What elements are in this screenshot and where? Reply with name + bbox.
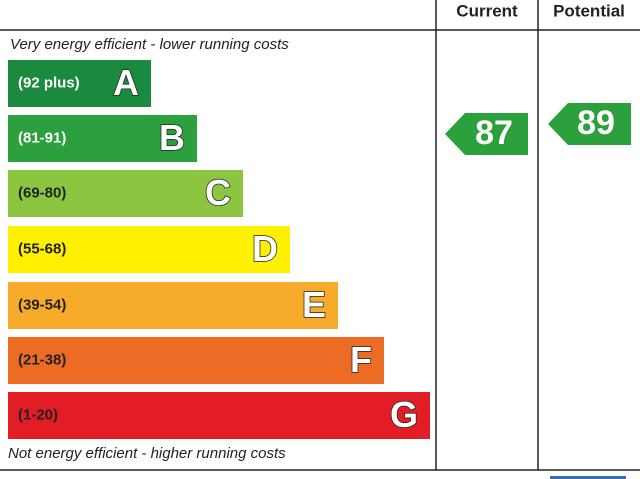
band-letter: B [159,117,185,158]
band-range: (55-68) [18,240,66,257]
current-score: 87 [475,114,513,152]
band-letter: A [113,62,139,103]
band-bar [8,392,430,439]
band-letter: C [205,172,231,213]
edge-decoration [550,476,626,479]
top-note: Very energy efficient - lower running co… [10,36,289,53]
band-letter: G [390,394,418,435]
potential-arrow [548,103,631,145]
band-bar [8,226,290,273]
band-letter: D [252,228,278,269]
band-range: (1-20) [18,406,58,423]
potential-header: Potential [553,1,625,20]
band-bar [8,60,151,107]
band-bar [8,282,338,329]
band-range: (92 plus) [18,74,80,91]
bands: (92 plus) A (81-91) B (69-80) C (55-68) D (39-54… [8,60,430,439]
band-range: (81-91) [18,129,66,146]
current-arrow [445,113,528,155]
band-bar [8,170,243,217]
band-range: (39-54) [18,296,66,313]
bottom-note: Not energy efficient - higher running co… [8,445,286,462]
current-header: Current [456,1,518,20]
band-bar [8,337,384,384]
band-range: (69-80) [18,184,66,201]
band-range: (21-38) [18,351,66,368]
band-letter: F [350,339,372,380]
band-letter: E [302,284,326,325]
band-bar [8,115,197,162]
potential-score: 89 [577,104,615,142]
